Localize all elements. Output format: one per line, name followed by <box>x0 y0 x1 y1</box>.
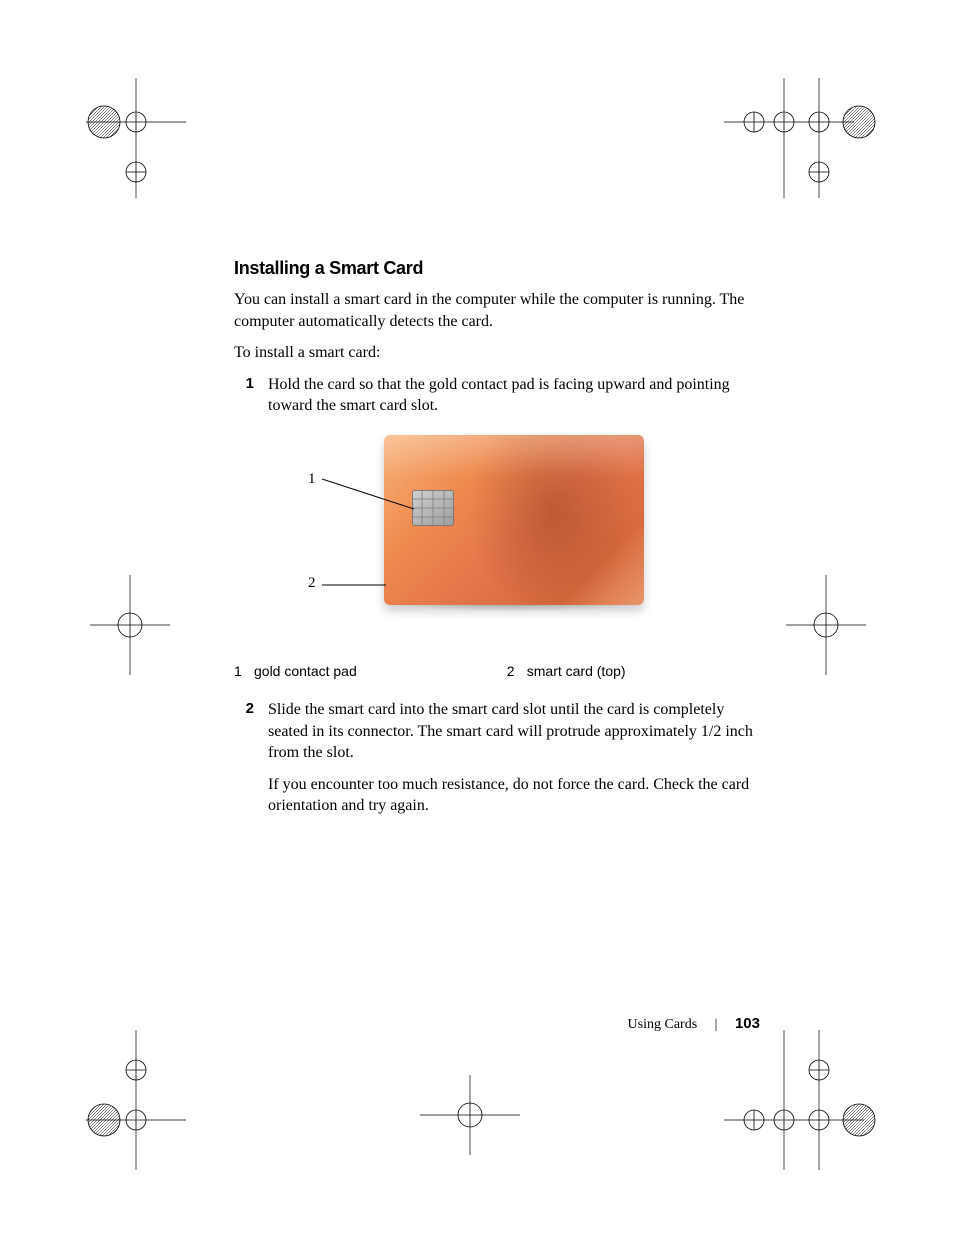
callout-label-2: 2 <box>308 575 316 592</box>
step-2: 2 Slide the smart card into the smart ca… <box>234 699 754 827</box>
step-1: 1 Hold the card so that the gold contact… <box>234 374 754 417</box>
legend-text: gold contact pad <box>254 663 357 679</box>
crop-mark-top-right <box>714 78 884 198</box>
crop-mark-bottom-right <box>714 1030 884 1170</box>
crop-mark-bottom-center <box>420 1075 520 1155</box>
legend-item-2: 2 smart card (top) <box>507 663 626 679</box>
crop-mark-bottom-left <box>76 1030 196 1170</box>
crop-mark-mid-right <box>786 575 866 675</box>
page-footer: Using Cards | 103 <box>0 1015 760 1033</box>
page: Installing a Smart Card You can install … <box>0 0 954 1235</box>
crop-mark-top-left <box>76 78 196 198</box>
step-2-paragraph-1: Slide the smart card into the smart card… <box>268 699 754 764</box>
legend-spacer <box>357 663 507 679</box>
figure-legend: 1 gold contact pad 2 smart card (top) <box>234 663 754 679</box>
step-text: Hold the card so that the gold contact p… <box>268 374 754 417</box>
step-2-paragraph-2: If you encounter too much resistance, do… <box>268 774 754 817</box>
intro-paragraph-1: You can install a smart card in the comp… <box>234 289 754 332</box>
footer-separator: | <box>715 1017 718 1033</box>
step-text: Slide the smart card into the smart card… <box>268 699 754 827</box>
gold-contact-pad-icon <box>412 490 454 526</box>
section-heading: Installing a Smart Card <box>234 258 754 279</box>
content-area: Installing a Smart Card You can install … <box>234 258 754 835</box>
footer-page-number: 103 <box>735 1015 760 1032</box>
callout-label-1: 1 <box>308 471 316 488</box>
legend-text: smart card (top) <box>527 663 626 679</box>
legend-number: 1 <box>234 663 254 679</box>
crop-mark-mid-left <box>90 575 170 675</box>
callout-line-1 <box>322 477 414 511</box>
smart-card-illustration <box>384 435 644 605</box>
step-number: 2 <box>234 699 268 827</box>
step-number: 1 <box>234 374 268 417</box>
legend-item-1: 1 gold contact pad <box>234 663 357 679</box>
callout-line-2 <box>322 581 386 589</box>
legend-number: 2 <box>507 663 527 679</box>
footer-section-name: Using Cards <box>628 1017 698 1032</box>
smart-card-figure: 1 2 <box>234 435 754 645</box>
intro-paragraph-2: To install a smart card: <box>234 342 754 364</box>
